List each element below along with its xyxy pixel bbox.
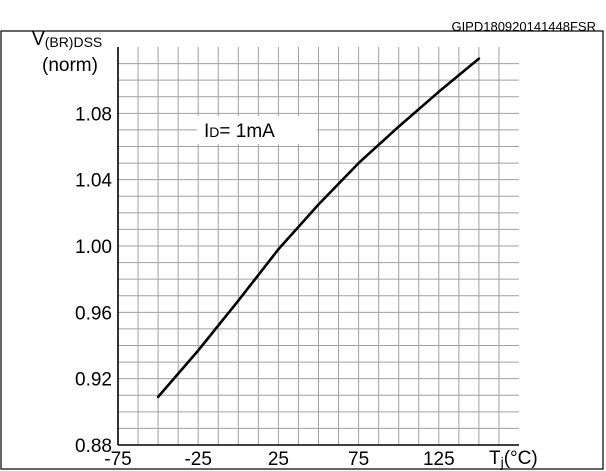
series-line xyxy=(156,57,481,399)
annotation-background xyxy=(197,116,317,144)
y-tick-labels: 0.88 0.92 0.96 1.00 1.04 1.08 xyxy=(75,104,112,457)
x-axis-label-main: T xyxy=(489,448,501,469)
y-tick-label: 0.96 xyxy=(75,303,112,324)
x-tick-labels: -75 -25 25 75 125 xyxy=(104,449,454,470)
axes xyxy=(117,47,519,446)
y-tick-label: 1.04 xyxy=(75,171,112,192)
x-axis-label: Tj(°C) xyxy=(489,448,538,470)
x-tick-label: -75 xyxy=(104,449,131,470)
y-axis-label-sub: (BR)DSS xyxy=(45,34,103,50)
annotation-sub: D xyxy=(209,124,219,140)
figure-id: GIPD180920141448FSR xyxy=(451,19,596,34)
y-tick-label: 0.88 xyxy=(75,436,112,457)
x-tick-label: -25 xyxy=(184,449,211,470)
chart-frame xyxy=(0,30,604,470)
x-tick-label: 125 xyxy=(423,449,455,470)
annotation-rest: = 1mA xyxy=(219,121,275,142)
annotation: ID= 1mA xyxy=(204,121,275,142)
y-axis-unit: (norm) xyxy=(42,55,98,76)
y-tick-label: 0.92 xyxy=(75,370,112,391)
grid xyxy=(118,47,519,445)
y-tick-label: 1.00 xyxy=(75,237,112,258)
y-tick-label: 1.08 xyxy=(75,104,112,125)
series-layer xyxy=(156,57,481,399)
x-axis-label-unit: (°C) xyxy=(504,448,538,469)
x-tick-label: 75 xyxy=(348,449,369,470)
x-tick-label: 25 xyxy=(268,449,289,470)
annotation-main: I xyxy=(204,121,209,142)
y-axis-label-main: V xyxy=(32,29,45,50)
x-axis-label-sub: j xyxy=(500,454,504,470)
y-axis-label: V(BR)DSS xyxy=(32,29,102,50)
